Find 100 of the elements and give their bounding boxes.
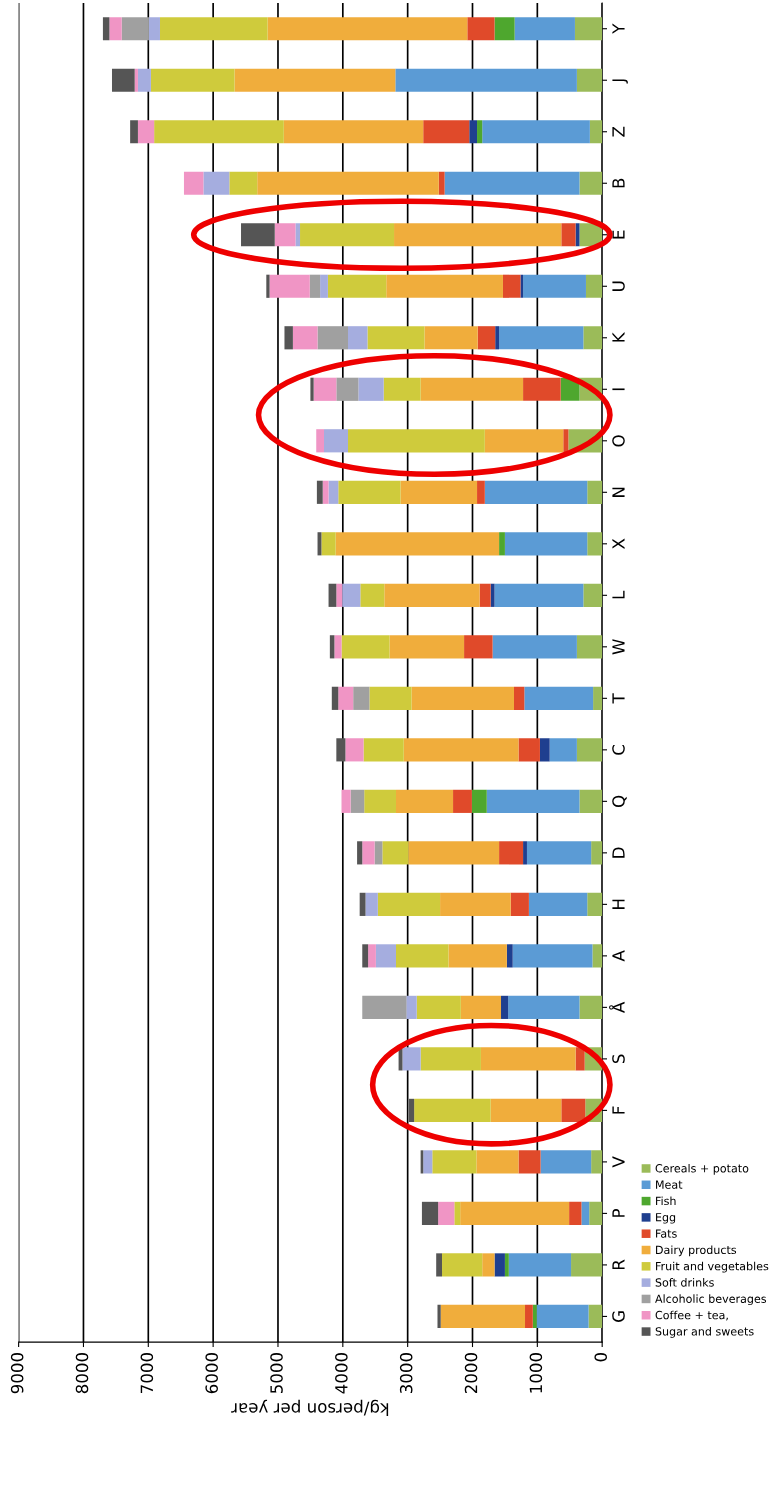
y-tick-label: G (612, 1311, 625, 1322)
bar (508, 995, 580, 1019)
bar (576, 68, 603, 92)
bar (520, 274, 524, 298)
bar (523, 841, 527, 865)
x-tick-label: 5000 (270, 1353, 283, 1394)
bar (539, 738, 550, 762)
bar (348, 429, 485, 453)
bar (444, 171, 580, 195)
bar (587, 532, 603, 556)
bar (375, 944, 396, 968)
x-tick-label: 6000 (205, 1353, 218, 1394)
bar (482, 1253, 495, 1277)
bar (350, 789, 365, 813)
bar (229, 171, 258, 195)
bar (111, 68, 135, 92)
bar (589, 120, 603, 144)
bar (495, 326, 500, 350)
x-tick-label: 8000 (75, 1353, 89, 1394)
bar (416, 995, 461, 1019)
bar (394, 223, 562, 247)
x-tick-label: 2000 (464, 1353, 478, 1394)
bar (395, 944, 449, 968)
bar (499, 532, 505, 556)
bar (150, 68, 235, 92)
bar (423, 120, 470, 144)
y-tick-label: U (612, 281, 625, 291)
bar (504, 1253, 509, 1277)
bar (593, 686, 603, 710)
y-tick-label: O (612, 435, 625, 447)
bar (137, 120, 155, 144)
bar (341, 789, 351, 813)
bar (467, 17, 495, 41)
x-tick-label: 1000 (529, 1353, 543, 1393)
bar (484, 480, 588, 504)
bar (402, 1047, 421, 1071)
y-tick-label: I (612, 388, 625, 391)
legend-label: Egg (656, 1213, 676, 1224)
bar (592, 944, 603, 968)
bar (322, 480, 329, 504)
bar (316, 429, 325, 453)
bar (335, 532, 500, 556)
bar (309, 274, 321, 298)
bar (241, 223, 275, 247)
bar (561, 1098, 586, 1122)
bar (492, 635, 577, 659)
bar (328, 480, 339, 504)
bar (525, 1304, 533, 1329)
bar (403, 738, 519, 762)
legend-label: Fish (656, 1196, 676, 1206)
bar (137, 68, 151, 92)
bar (154, 120, 284, 144)
x-tick-label: 0 (594, 1353, 608, 1362)
bar (460, 1201, 570, 1225)
x-tick-label: 7000 (140, 1353, 154, 1393)
bar (357, 841, 363, 865)
bar (526, 841, 592, 865)
bar (502, 274, 521, 298)
bar (389, 635, 465, 659)
y-tick-label: L (612, 590, 625, 599)
bar (364, 789, 396, 813)
bar (464, 635, 493, 659)
bar (383, 377, 421, 401)
bar (121, 17, 149, 41)
y-tick-label: V (612, 1156, 625, 1168)
bar (353, 686, 370, 710)
bar (499, 841, 524, 865)
bar (348, 326, 368, 350)
y-tick-label: Z (612, 126, 625, 137)
bar (420, 377, 524, 401)
bar (482, 120, 590, 144)
bar (518, 738, 540, 762)
bar (336, 377, 359, 401)
y-tick-label: Y (612, 23, 625, 34)
x-tick-label: 4000 (335, 1353, 348, 1394)
bar (576, 635, 603, 659)
y-tick-label: K (612, 331, 625, 342)
bar (362, 944, 369, 968)
bar (266, 274, 270, 298)
bar (504, 532, 588, 556)
bar (400, 480, 478, 504)
bar (494, 17, 515, 41)
y-tick-label: N (612, 487, 625, 497)
bar (540, 1150, 592, 1174)
bar (420, 1047, 481, 1071)
bar (523, 274, 586, 298)
y-tick-label: Å (609, 1001, 625, 1013)
bar (320, 274, 328, 298)
bar (510, 892, 529, 916)
bar (532, 1304, 537, 1329)
legend-label: Fats (656, 1229, 677, 1238)
bar (571, 1253, 603, 1277)
bar (479, 583, 491, 607)
bar (436, 1253, 443, 1277)
bar (109, 17, 122, 41)
bar (454, 1201, 461, 1225)
bar (283, 120, 424, 144)
bar (382, 841, 409, 865)
bar (341, 635, 390, 659)
bar (331, 686, 339, 710)
